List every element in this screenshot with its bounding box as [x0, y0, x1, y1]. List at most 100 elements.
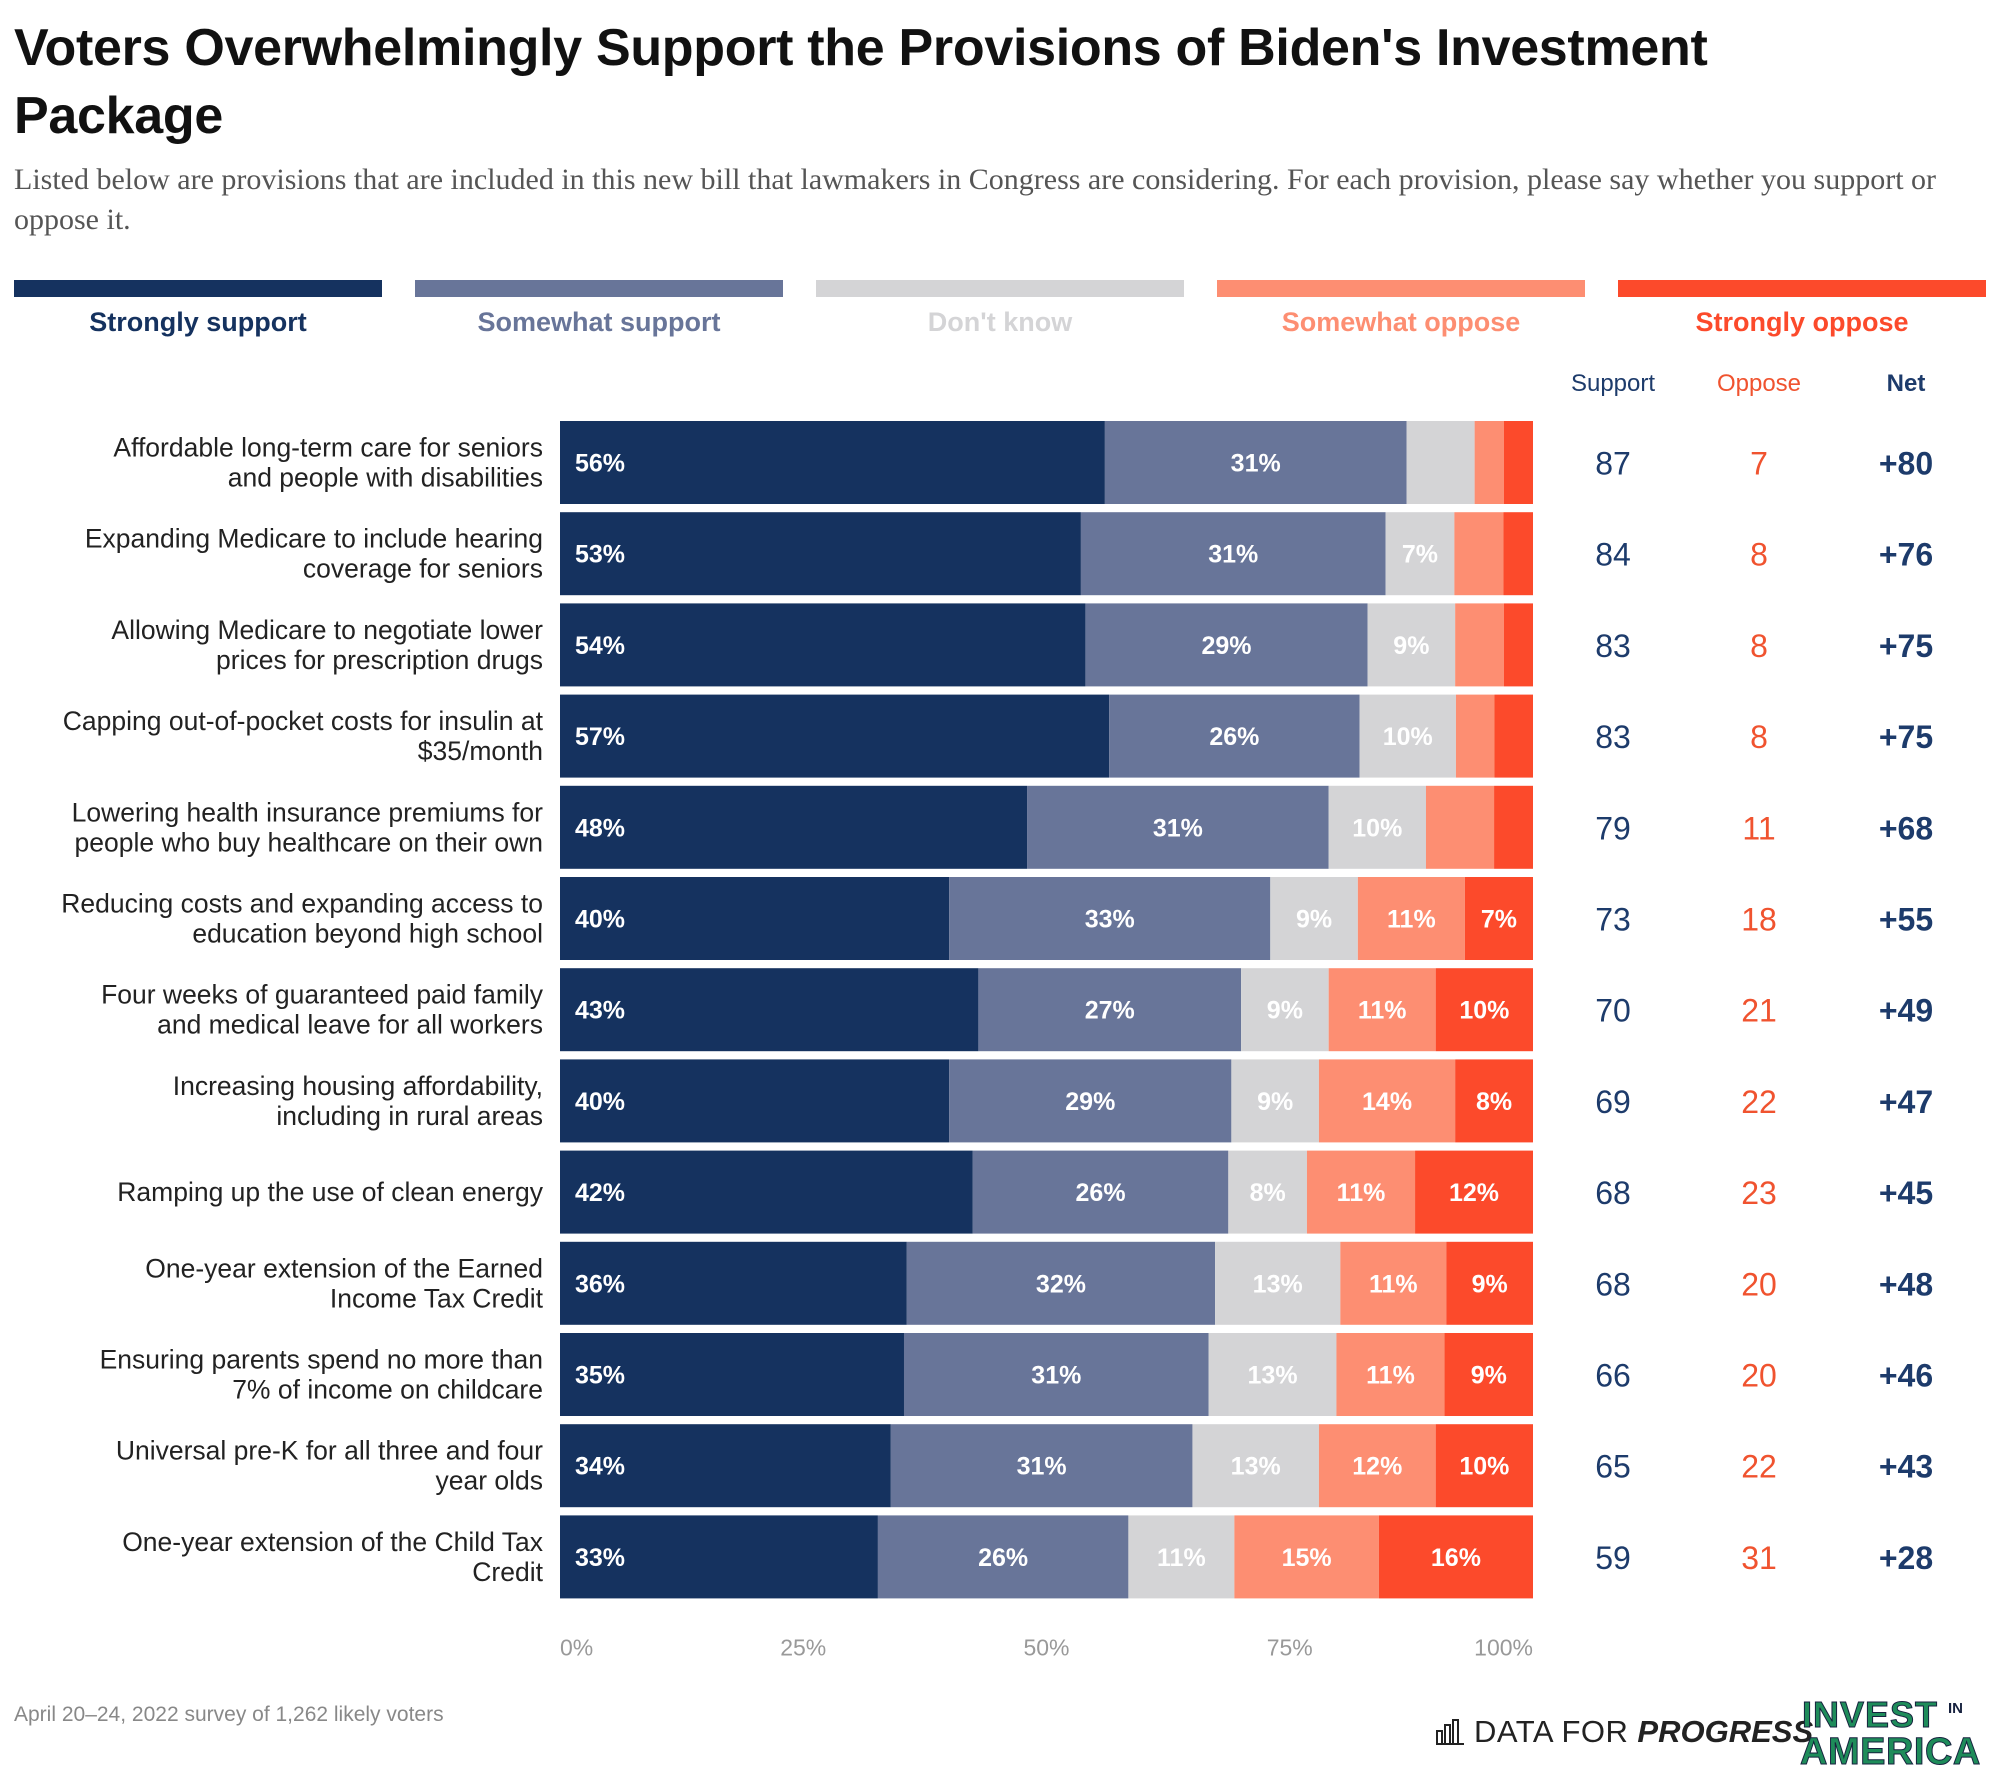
bar-segment-dont-know — [1208, 1333, 1337, 1416]
row-support-value: 83 — [1595, 628, 1631, 664]
bar-segment-strongly-oppose — [1503, 512, 1533, 596]
bar-segment-label: 10% — [1459, 997, 1509, 1025]
bar-segment-label: 11% — [1358, 997, 1407, 1025]
bar-segment-label: 36% — [575, 1270, 625, 1298]
bar-row: Expanding Medicare to include hearingcov… — [85, 512, 1933, 596]
row-label: Credit — [472, 1557, 543, 1587]
bar-segment-somewhat-support — [972, 1150, 1229, 1234]
legend: Strongly support Somewhat support Don't … — [14, 280, 1986, 340]
bar-segment-strongly-support — [560, 877, 950, 960]
row-label: Lowering health insurance premiums for — [72, 797, 544, 827]
logo-text-data-for: DATA FOR — [1474, 1714, 1629, 1749]
bar-segment-label: 27% — [1085, 997, 1135, 1025]
row-support-value: 84 — [1595, 537, 1631, 573]
bar-segment-dont-know — [1215, 1241, 1341, 1325]
row-net-value: +28 — [1879, 1540, 1933, 1576]
bar-segment-label: 11% — [1369, 1270, 1418, 1298]
row-net-value: +76 — [1879, 537, 1933, 573]
bar-segment-somewhat-oppose — [1474, 421, 1504, 504]
x-tick-label: 100% — [1474, 1634, 1533, 1660]
chart-title: Voters Overwhelmingly Support the Provis… — [14, 19, 1708, 145]
bar-segment-strongly-oppose — [1503, 603, 1533, 687]
legend-swatch — [415, 280, 783, 297]
bar-segment-somewhat-support — [890, 1424, 1193, 1508]
bar-segment-strongly-support — [560, 512, 1081, 596]
bar-segment-strongly-oppose — [1378, 1515, 1533, 1599]
bar-segment-label: 9% — [1393, 632, 1429, 660]
bar-row: Universal pre-K for all three and fourye… — [116, 1424, 1933, 1508]
bar-segment-dont-know — [1241, 968, 1329, 1052]
row-support-value: 69 — [1595, 1084, 1631, 1120]
row-net-value: +48 — [1879, 1266, 1933, 1302]
row-oppose-value: 18 — [1741, 902, 1777, 938]
bar-segment-label: 12% — [1449, 1179, 1499, 1207]
bar-segment-somewhat-oppose — [1455, 694, 1495, 778]
row-label: including in rural areas — [276, 1101, 543, 1131]
bar-segment-somewhat-oppose — [1340, 1241, 1447, 1325]
row-support-value: 68 — [1595, 1266, 1631, 1302]
row-net-value: +75 — [1879, 719, 1933, 755]
bar-segment-label: 40% — [575, 1088, 625, 1116]
bar-segment-strongly-oppose — [1494, 694, 1533, 778]
bar-segment-label: 40% — [575, 906, 625, 934]
bar-segment-dont-know — [1406, 421, 1475, 504]
bar-segment-label: 32% — [1036, 1270, 1086, 1298]
row-net-value: +80 — [1879, 446, 1933, 482]
row-net-value: +45 — [1879, 1175, 1933, 1211]
bar-segment-dont-know — [1367, 603, 1456, 687]
bar-segment-label: 9% — [1296, 906, 1332, 934]
row-oppose-value: 11 — [1742, 810, 1775, 846]
bar-segment-somewhat-support — [906, 1241, 1216, 1325]
bar-segment-label: 57% — [575, 723, 625, 751]
bar-segment-label: 34% — [575, 1453, 625, 1481]
bar-segment-strongly-support — [560, 1515, 878, 1599]
row-support-value: 70 — [1595, 993, 1631, 1029]
row-oppose-value: 8 — [1750, 537, 1768, 573]
row-support-value: 83 — [1595, 719, 1631, 755]
survey-footnote: April 20–24, 2022 survey of 1,262 likely… — [14, 1703, 444, 1726]
bar-segment-label: 8% — [1476, 1088, 1512, 1116]
row-net-value: +47 — [1879, 1084, 1933, 1120]
row-label: and medical leave for all workers — [157, 1010, 543, 1040]
bar-segment-label: 13% — [1253, 1270, 1303, 1298]
bar-segment-label: 29% — [1201, 632, 1251, 660]
bar-segment-label: 33% — [1085, 906, 1135, 934]
bar-segment-label: 11% — [1337, 1179, 1386, 1207]
bar-segment-strongly-support — [560, 968, 979, 1052]
bar-segment-somewhat-support — [877, 1515, 1129, 1599]
bar-row: Lowering health insurance premiums forpe… — [72, 785, 1933, 869]
bar-segment-label: 10% — [1352, 814, 1402, 842]
legend-item-dont-know: Don't know — [816, 280, 1184, 340]
legend-label: Somewhat oppose — [1281, 307, 1521, 337]
row-label: and people with disabilities — [228, 463, 543, 493]
row-label: year olds — [435, 1466, 543, 1496]
column-header-oppose: Oppose — [1717, 370, 1801, 397]
bar-segment-strongly-support — [560, 1241, 907, 1325]
row-oppose-value: 31 — [1741, 1540, 1777, 1576]
bar-segment-label: 11% — [1387, 906, 1436, 934]
row-label: Reducing costs and expanding access to — [61, 889, 543, 919]
bar-segment-dont-know — [1328, 785, 1426, 869]
bar-segment-somewhat-support — [1104, 421, 1407, 504]
bar-segment-dont-know — [1385, 512, 1455, 596]
bar-segment-label: 10% — [1383, 723, 1433, 751]
bar-segment-dont-know — [1270, 877, 1358, 960]
row-net-value: +55 — [1879, 902, 1933, 938]
row-support-value: 87 — [1595, 446, 1631, 482]
x-tick-label: 0% — [560, 1634, 593, 1660]
bar-segment-somewhat-oppose — [1357, 877, 1465, 960]
row-label: One-year extension of the Child Tax — [122, 1527, 543, 1557]
bar-segment-dont-know — [1192, 1424, 1319, 1508]
bar-segment-strongly-support — [560, 603, 1086, 687]
column-header-net: Net — [1887, 370, 1926, 397]
bar-segment-label: 8% — [1250, 1179, 1286, 1207]
bar-segment-strongly-support — [560, 421, 1105, 504]
invest-in-america-logo: INVEST IN AMERICA — [1800, 1695, 1985, 1774]
logo-text-in: IN — [1948, 1700, 1963, 1717]
bar-segment-somewhat-oppose — [1336, 1333, 1445, 1416]
row-oppose-value: 21 — [1741, 993, 1777, 1029]
logo-text-america: AMERICA — [1800, 1731, 1981, 1773]
bar-segment-strongly-oppose — [1494, 785, 1533, 869]
legend-swatch — [14, 280, 382, 297]
